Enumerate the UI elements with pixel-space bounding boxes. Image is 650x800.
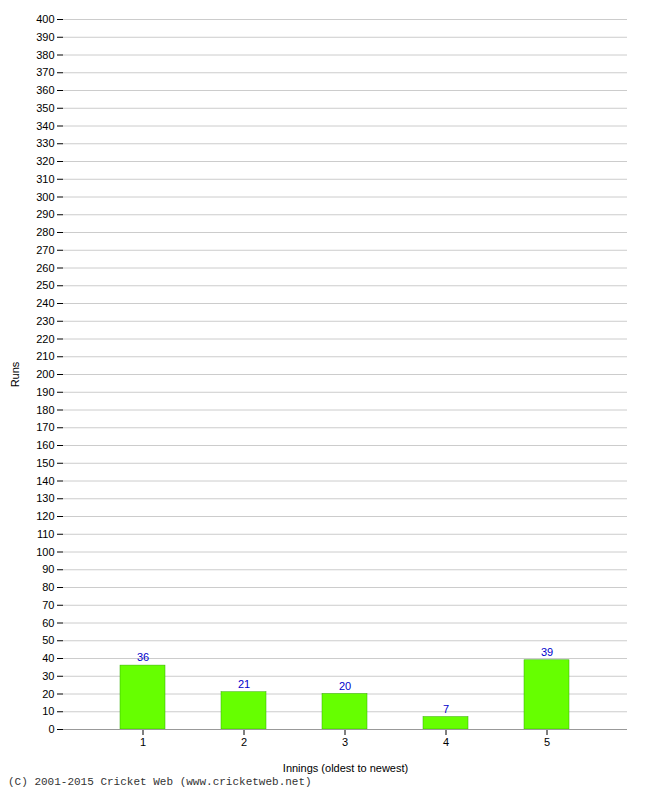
svg-text:160: 160 [36, 439, 54, 451]
svg-text:0: 0 [48, 723, 54, 735]
svg-text:60: 60 [42, 617, 54, 629]
svg-text:330: 330 [36, 137, 54, 149]
svg-text:300: 300 [36, 191, 54, 203]
svg-text:36: 36 [137, 651, 149, 663]
svg-text:21: 21 [238, 678, 250, 690]
svg-text:220: 220 [36, 333, 54, 345]
svg-text:100: 100 [36, 546, 54, 558]
svg-text:70: 70 [42, 599, 54, 611]
svg-text:20: 20 [339, 680, 351, 692]
svg-text:370: 370 [36, 66, 54, 78]
svg-text:270: 270 [36, 244, 54, 256]
svg-text:320: 320 [36, 155, 54, 167]
html-text:(C) 2001-2015 Cricket Web (www: (C) 2001-2015 Cricket Web (www.cricketwe… [8, 776, 312, 788]
svg-text:200: 200 [36, 368, 54, 380]
svg-text:Innings (oldest to newest): Innings (oldest to newest) [283, 762, 408, 774]
svg-text:110: 110 [37, 528, 55, 540]
svg-text:280: 280 [36, 226, 54, 238]
svg-text:30: 30 [42, 670, 54, 682]
svg-text:Runs: Runs [9, 361, 21, 387]
svg-text:210: 210 [36, 350, 54, 362]
svg-text:10: 10 [42, 705, 54, 717]
svg-text:400: 400 [36, 13, 54, 25]
svg-text:20: 20 [42, 688, 54, 700]
svg-text:150: 150 [36, 457, 54, 469]
svg-text:4: 4 [443, 736, 449, 748]
svg-text:90: 90 [42, 563, 54, 575]
svg-text:170: 170 [36, 421, 54, 433]
svg-text:360: 360 [36, 84, 54, 96]
svg-text:310: 310 [36, 173, 54, 185]
svg-text:380: 380 [36, 49, 54, 61]
svg-text:240: 240 [36, 297, 54, 309]
svg-text:2: 2 [241, 736, 247, 748]
svg-text:390: 390 [36, 31, 54, 43]
svg-text:180: 180 [36, 404, 54, 416]
svg-text:130: 130 [36, 492, 54, 504]
svg-text:39: 39 [541, 646, 553, 658]
svg-text:5: 5 [544, 736, 550, 748]
svg-text:350: 350 [36, 102, 54, 114]
svg-text:7: 7 [443, 703, 449, 715]
svg-text:50: 50 [42, 634, 54, 646]
svg-text:140: 140 [36, 475, 54, 487]
svg-text:190: 190 [36, 386, 54, 398]
svg-text:40: 40 [42, 652, 54, 664]
svg-text:3: 3 [342, 736, 348, 748]
svg-text:290: 290 [36, 208, 54, 220]
svg-text:340: 340 [36, 120, 54, 132]
svg-text:250: 250 [36, 279, 54, 291]
svg-text:260: 260 [36, 262, 54, 274]
svg-text:120: 120 [36, 510, 54, 522]
svg-text:80: 80 [42, 581, 54, 593]
svg-text:230: 230 [36, 315, 54, 327]
svg-text:1: 1 [140, 736, 146, 748]
